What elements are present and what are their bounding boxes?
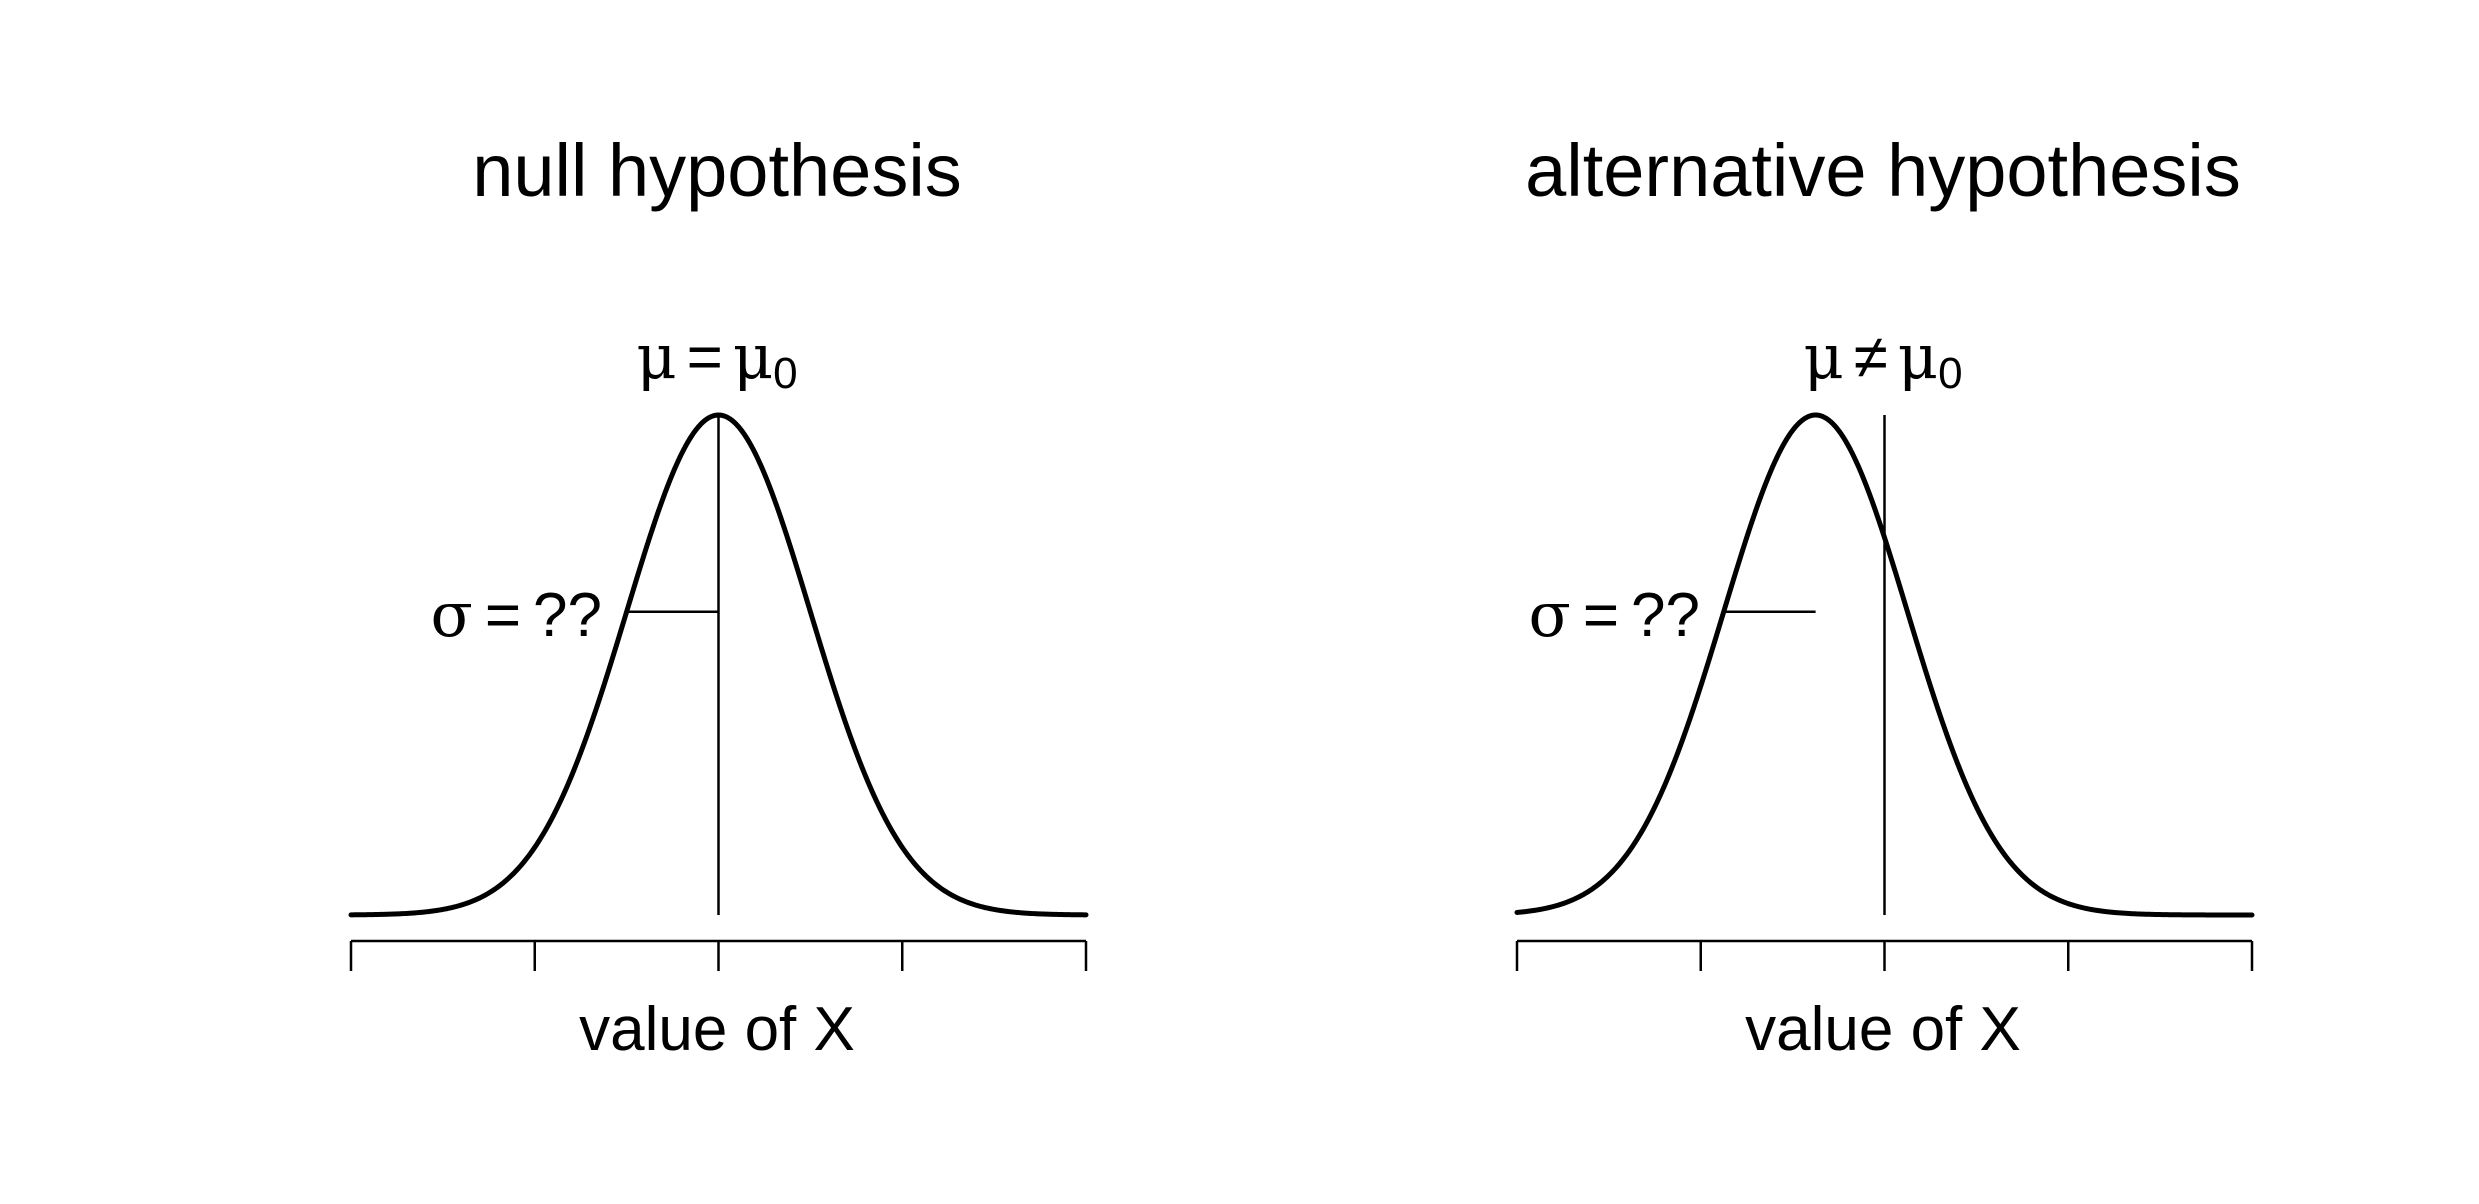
reference-mean-subscript: 0 [773,349,797,398]
sd-relation: = [1583,581,1619,650]
sd-value: ?? [533,581,602,650]
reference-mean-symbol: μ [1898,320,1938,393]
panel-title-alternative: alternative hypothesis [1525,129,2241,212]
reference-mean-subscript: 0 [1938,349,1962,398]
mean-label-null: μ = μ0 [636,320,797,398]
sd-symbol: σ [430,578,472,651]
x-axis-label-null: value of X [579,995,855,1064]
mean-relation: ≠ [1854,323,1888,392]
sd-label-null: σ =?? [430,578,602,651]
sd-relation: = [485,581,521,650]
mean-symbol: μ [636,320,676,393]
mean-label-alternative: μ ≠ μ0 [1803,320,1962,398]
x-axis-null [349,939,1088,971]
x-axis-alternative [1515,939,2254,971]
x-axis-label-alternative: value of X [1745,995,2021,1064]
panel-title-null: null hypothesis [472,129,962,212]
mean-relation: = [687,323,723,392]
sd-symbol: σ [1528,578,1570,651]
panel-alternative: alternative hypothesis μ ≠ μ0 σ =?? value o… [1514,129,2255,1064]
mean-symbol: μ [1803,320,1843,393]
sd-value: ?? [1631,581,1700,650]
sd-label-alternative: σ =?? [1528,578,1700,651]
panel-null: null hypothesis μ = μ0 σ =?? value of X [348,129,1089,1064]
reference-mean-symbol: μ [733,320,773,393]
